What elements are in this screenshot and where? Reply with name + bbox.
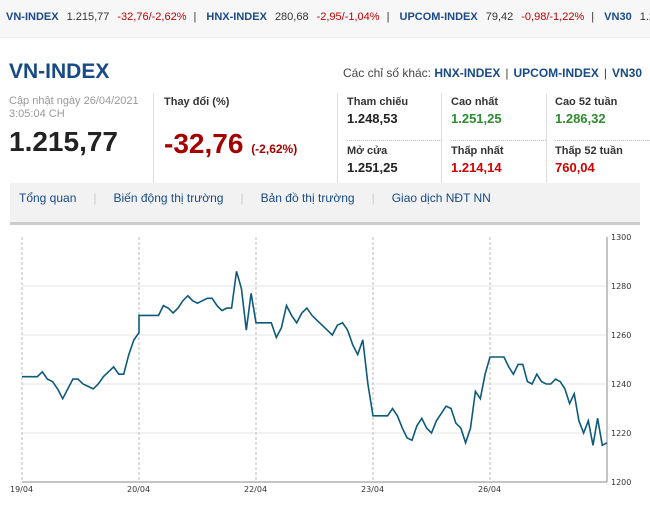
divider: [347, 140, 442, 141]
update-clock: 3:05:04 CH: [9, 108, 65, 120]
stat-high: Cao nhất 1.251,25: [451, 96, 546, 126]
stat-reference: Tham chiếu 1.248,53: [347, 96, 442, 126]
change-value: -32,76 (-2,62%): [164, 128, 297, 160]
link-vn30[interactable]: VN30: [611, 66, 642, 80]
divider: [451, 140, 546, 141]
stat-label: Tham chiếu: [347, 96, 409, 108]
divider: |: [603, 66, 607, 80]
current-price: 1.215,77: [9, 126, 118, 157]
other-indices-label: Các chỉ số khác:: [342, 66, 432, 80]
x-tick-label: 20/04: [127, 485, 150, 494]
divider: [546, 94, 547, 209]
tab-overview[interactable]: Tổng quan: [19, 191, 77, 205]
stat-value: 1.286,32: [555, 111, 606, 126]
stat-label: Thấp nhất: [451, 145, 504, 157]
change-percent: (-2,62%): [251, 142, 298, 156]
divider: |: [93, 191, 97, 205]
x-tick-label: 19/04: [10, 485, 33, 494]
link-upcom-index[interactable]: UPCOM-INDEX: [513, 66, 599, 80]
divider: [441, 94, 442, 209]
change-label: Thay đổi (%): [164, 96, 230, 108]
page-title: VN-INDEX: [9, 60, 110, 83]
stat-label: Cao 52 tuần: [555, 96, 618, 108]
divider: [337, 94, 338, 209]
stat-value: 760,04: [555, 160, 595, 175]
index-line-chart: 1300 1280 1260 1240 1220 1200 19/04 20/04 22/04 2…: [10, 233, 631, 494]
stat-label: Mở cửa: [347, 145, 388, 157]
y-tick-label: 1300: [611, 233, 631, 242]
link-hnx-index[interactable]: HNX-INDEX: [434, 66, 501, 80]
ticker-hnxindex[interactable]: HNX-INDEX 280,68 -2,95/-1,04%: [206, 11, 380, 23]
index-line: [22, 271, 608, 447]
stat-open: Mở cửa 1.251,25: [347, 145, 442, 175]
stat-low: Thấp nhất 1.214,14: [451, 145, 546, 175]
ticker-vnindex[interactable]: VN-INDEX 1.215,77 -32,76/-2,62%: [6, 11, 187, 23]
divider: [555, 140, 650, 141]
y-tick-label: 1280: [611, 282, 631, 291]
stat-value: 1.248,53: [347, 111, 398, 126]
tab-foreign-trading[interactable]: Giao dịch NĐT NN: [391, 191, 491, 205]
x-tick-label: 22/04: [244, 485, 267, 494]
x-tick-label: 26/04: [478, 485, 501, 494]
stat-label: Thấp 52 tuần: [555, 145, 623, 157]
y-tick-label: 1260: [611, 331, 631, 340]
update-time: Cập nhật ngày 26/04/2021 3:05:04 CH: [9, 95, 139, 121]
divider: |: [591, 11, 595, 23]
divider: [153, 94, 154, 209]
divider: |: [193, 11, 197, 23]
stat-value: 1.214,14: [451, 160, 502, 175]
stat-52w-high: Cao 52 tuần 1.286,32: [555, 96, 650, 126]
y-tick-label: 1200: [611, 478, 631, 487]
divider: |: [386, 11, 390, 23]
stat-label: Cao nhất: [451, 96, 499, 108]
tab-market-movement[interactable]: Biến động thị trường: [113, 191, 224, 205]
stat-value: 1.251,25: [347, 160, 398, 175]
divider: |: [371, 191, 375, 205]
y-tick-label: 1240: [611, 380, 631, 389]
ticker-upcomindex[interactable]: UPCOM-INDEX 79,42 -0,98/-1,22%: [399, 11, 585, 23]
y-tick-label: 1220: [611, 429, 631, 438]
update-date: Cập nhật ngày 26/04/2021: [9, 95, 139, 107]
stat-value: 1.251,25: [451, 111, 502, 126]
section-tabs: Tổng quan | Biến động thị trường | Bản đồ th…: [10, 183, 640, 225]
divider: |: [505, 66, 509, 80]
x-tick-label: 23/04: [361, 485, 384, 494]
other-indices: Các chỉ số khác: HNX-INDEX | UPCOM-INDEX | V…: [343, 66, 642, 80]
divider: |: [240, 191, 244, 205]
index-ticker: VN-INDEX 1.215,77 -32,76/-2,62% | HNX-INDEX…: [0, 0, 650, 38]
change-points: -32,76: [164, 128, 244, 159]
tab-market-map[interactable]: Bản đồ thị trường: [260, 191, 355, 205]
stat-52w-low: Thấp 52 tuần 760,04: [555, 145, 650, 175]
